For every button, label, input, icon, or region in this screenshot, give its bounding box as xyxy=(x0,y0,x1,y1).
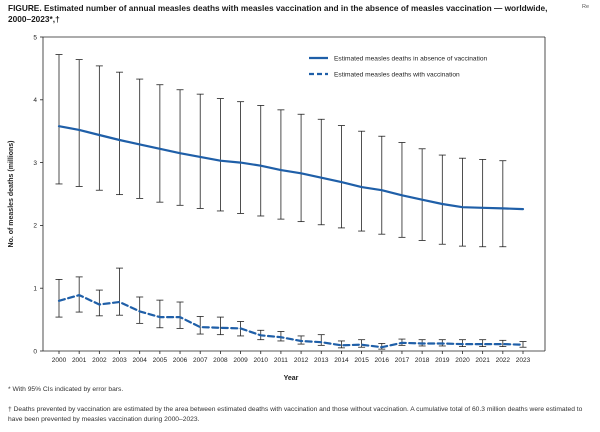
x-tick-label: 2007 xyxy=(193,357,208,364)
x-tick-label: 2017 xyxy=(395,357,410,364)
x-tick-label: 2019 xyxy=(435,357,450,364)
legend-label-with-vaccination: Estimated measles deaths with vaccinatio… xyxy=(334,72,460,79)
corner-text: Re xyxy=(582,4,590,10)
x-tick-label: 2001 xyxy=(72,357,87,364)
x-tick-label: 2014 xyxy=(334,357,349,364)
y-axis-label: No. of measles deaths (millions) xyxy=(8,141,15,248)
x-tick-label: 2005 xyxy=(153,357,168,364)
x-tick-label: 2022 xyxy=(496,357,511,364)
x-tick-label: 2008 xyxy=(213,357,228,364)
x-tick-label: 2000 xyxy=(52,357,67,364)
x-tick-label: 2020 xyxy=(455,357,470,364)
legend-label-no-vaccination: Estimated measles deaths in absence of v… xyxy=(334,56,488,63)
x-tick-label: 2009 xyxy=(233,357,248,364)
y-ticks: 0 1 2 3 4 5 xyxy=(33,34,43,355)
footnote-prevented: † Deaths prevented by vaccination are es… xyxy=(8,406,583,423)
legend: Estimated measles deaths in absence of v… xyxy=(309,56,488,79)
y-tick-label: 4 xyxy=(33,97,37,104)
x-tick-label: 2015 xyxy=(354,357,369,364)
x-axis-label: Year xyxy=(284,375,299,382)
x-tick-label: 2013 xyxy=(314,357,329,364)
figure-title: FIGURE. Estimated number of annual measl… xyxy=(8,3,548,24)
x-tick-label: 2018 xyxy=(415,357,430,364)
y-tick-label: 1 xyxy=(33,286,37,293)
x-tick-label: 2010 xyxy=(254,357,269,364)
axes xyxy=(42,36,546,352)
y-tick-label: 2 xyxy=(33,223,37,230)
x-tick-label: 2016 xyxy=(375,357,390,364)
x-tick-label: 2023 xyxy=(516,357,531,364)
series-line-no-vaccination xyxy=(57,125,525,211)
series-line-with-vaccination xyxy=(57,294,525,349)
x-tick-label: 2003 xyxy=(112,357,127,364)
y-tick-label: 3 xyxy=(33,160,37,167)
x-tick-label: 2021 xyxy=(475,357,490,364)
x-ticks: 2000 2001 2002 2003 2004 2005 2006 2007 2008 2009… xyxy=(52,351,531,364)
x-tick-label: 2004 xyxy=(132,357,147,364)
x-tick-label: 2002 xyxy=(92,357,107,364)
x-tick-label: 2006 xyxy=(173,357,188,364)
error-bars xyxy=(55,54,527,350)
x-tick-label: 2011 xyxy=(274,357,288,364)
x-tick-label: 2012 xyxy=(294,357,309,364)
series-lines xyxy=(57,125,525,349)
y-tick-label: 5 xyxy=(33,34,37,41)
footnote-ci: * With 95% CIs indicated by error bars. xyxy=(8,386,124,393)
y-tick-label: 0 xyxy=(33,348,37,355)
